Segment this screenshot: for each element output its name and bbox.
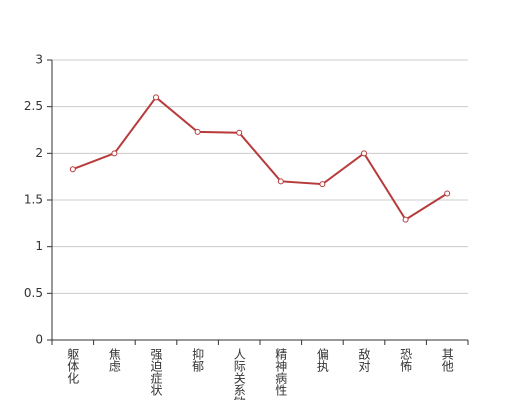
x-tick-label: 敌对 [357, 347, 371, 372]
x-tick-label: 人际关系敏感 [232, 348, 246, 400]
x-tick-label: 抑郁 [191, 347, 205, 373]
line [72, 95, 448, 221]
y-tick-label: 1.5 [24, 193, 43, 207]
point [402, 216, 409, 223]
x-tick-label: 精神病性 [274, 348, 288, 397]
point [319, 181, 326, 188]
x-tick-label: 偏执 [315, 347, 329, 373]
y-tick-label: 2 [35, 146, 43, 160]
point [277, 178, 284, 185]
point [194, 128, 201, 135]
x-tick-label: 躯体化 [66, 347, 80, 385]
x-tick-label: 其他 [440, 348, 454, 372]
point [236, 129, 243, 136]
y-tick-label: 1 [35, 239, 43, 253]
point [444, 190, 451, 197]
point [361, 150, 367, 157]
x-tick-label: 强迫症状 [149, 348, 163, 396]
point [69, 166, 76, 173]
y-tick-label: 2.5 [24, 99, 43, 113]
y-tick-label: 0 [35, 333, 43, 347]
x-tick-label: 恐怖 [399, 348, 413, 372]
x-tick-label: 焦虑 [107, 348, 121, 372]
y-tick-label: 3 [35, 53, 43, 67]
y-tick-label: 0.5 [24, 286, 43, 300]
point [153, 94, 159, 101]
point [111, 150, 118, 157]
